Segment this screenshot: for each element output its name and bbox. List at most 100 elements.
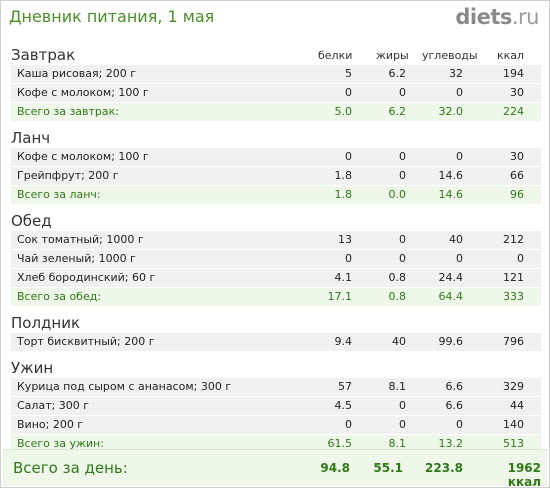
food-row[interactable]: Сок томатный; 1000 г 13 0 40 212 [11,231,541,250]
value-kcal: 329 [503,380,524,393]
value-protein: 1.8 [334,169,353,182]
meal-header: Завтрак белки жиры углеводы ккал [11,45,541,65]
food-name: Хлеб бородинский; 60 г [17,271,156,284]
meal-header: Ужин [11,358,541,378]
value-fat: 0.8 [388,271,407,284]
food-row[interactable]: Чай зеленый; 1000 г 0 0 0 0 [11,250,541,269]
value-carbs: 0 [456,86,463,99]
value-fat: 8.1 [388,380,407,393]
value-carbs: 0 [456,150,463,163]
meal-total-row: Всего за обед: 17.1 0.8 64.4 333 [11,288,541,307]
meal-total-label: Всего за обед: [17,290,102,303]
value-fat: 0 [399,86,406,99]
value-protein: 4.5 [334,399,353,412]
food-name: Кофе с молоком; 100 г [17,86,149,99]
value-kcal: 44 [510,399,524,412]
column-header-kcal: ккал [497,49,525,62]
food-name: Чай зеленый; 1000 г [17,252,136,265]
meal-total-row: Всего за ланч: 1.8 0.0 14.6 96 [11,186,541,205]
food-name: Курица под сыром с ананасом; 300 г [17,380,232,393]
food-row[interactable]: Курица под сыром с ананасом; 300 г 57 8.1 6… [11,378,541,397]
value-kcal: 224 [503,105,524,118]
food-name: Сок томатный; 1000 г [17,233,144,246]
food-row[interactable]: Вино; 200 г 0 0 0 140 [11,416,541,435]
column-header-protein: белки [318,49,353,62]
value-kcal: 212 [503,233,524,246]
value-fat: 8.1 [388,437,407,450]
value-carbs: 32.0 [438,105,464,118]
diary-table: Завтрак белки жиры углеводы ккал Каша рисовая… [11,45,541,460]
meal-name: Ланч [11,129,51,147]
meal-name: Обед [11,212,52,230]
value-fat: 0 [399,150,406,163]
value-kcal: 96 [510,188,524,201]
meal-name: Ужин [11,359,54,377]
value-kcal: 796 [503,335,524,348]
value-protein: 1.8 [334,188,353,201]
food-name: Грейпфрут; 200 г [17,169,119,182]
food-name: Каша рисовая; 200 г [17,67,137,80]
day-total-fat: 55.1 [373,461,403,475]
value-carbs: 32 [449,67,463,80]
food-row[interactable]: Каша рисовая; 200 г 5 6.2 32 194 [11,65,541,84]
meal-total-row: Всего за завтрак: 5.0 6.2 32.0 224 [11,103,541,122]
value-fat: 0 [399,252,406,265]
brand-logo[interactable]: diets.ru [455,5,539,29]
value-protein: 61.5 [327,437,353,450]
value-fat: 0 [399,399,406,412]
food-row[interactable]: Кофе с молоком; 100 г 0 0 0 30 [11,148,541,167]
value-protein: 4.1 [334,271,353,284]
value-carbs: 64.4 [438,290,464,303]
value-fat: 0 [399,169,406,182]
meal-header: Полдник [11,313,541,333]
column-header-fat: жиры [376,49,409,62]
food-row[interactable]: Кофе с молоком; 100 г 0 0 0 30 [11,84,541,103]
value-carbs: 24.4 [438,271,464,284]
value-fat: 0 [399,418,406,431]
value-carbs: 6.6 [445,380,464,393]
meal-header: Ланч [11,128,541,148]
meal-total-label: Всего за завтрак: [17,105,120,118]
value-protein: 0 [345,86,352,99]
value-fat: 6.2 [388,67,407,80]
value-kcal: 140 [503,418,524,431]
value-kcal: 30 [510,150,524,163]
value-kcal: 0 [517,252,524,265]
day-total-carbs: 223.8 [425,461,463,475]
food-name: Вино; 200 г [17,418,84,431]
value-fat: 40 [392,335,406,348]
value-fat: 0.0 [388,188,407,201]
value-carbs: 13.2 [438,437,464,450]
value-protein: 0 [345,252,352,265]
page-title: Дневник питания, 1 мая [9,7,215,26]
value-kcal: 194 [503,67,524,80]
food-row[interactable]: Грейпфрут; 200 г 1.8 0 14.6 66 [11,167,541,186]
header: Дневник питания, 1 мая diets.ru [9,5,541,31]
value-fat: 6.2 [388,105,407,118]
meal-header: Обед [11,211,541,231]
value-protein: 57 [338,380,352,393]
day-total-kcal: 1962 ккал [507,461,541,489]
food-name: Салат; 300 г [17,399,90,412]
day-total-label: Всего за день: [13,459,128,477]
food-row[interactable]: Хлеб бородинский; 60 г 4.1 0.8 24.4 121 [11,269,541,288]
day-total-protein: 94.8 [320,461,350,475]
food-row[interactable]: Салат; 300 г 4.5 0 6.6 44 [11,397,541,416]
value-kcal: 121 [503,271,524,284]
value-carbs: 14.6 [438,188,464,201]
value-carbs: 6.6 [445,399,464,412]
value-protein: 0 [345,418,352,431]
value-protein: 9.4 [334,335,353,348]
food-row[interactable]: Торт бисквитный; 200 г 9.4 40 99.6 796 [11,333,541,352]
value-carbs: 40 [449,233,463,246]
meal-total-label: Всего за ланч: [17,188,101,201]
brand-name: diets [455,5,512,29]
value-protein: 13 [338,233,352,246]
meal-name: Полдник [11,314,81,332]
value-carbs: 0 [456,418,463,431]
value-kcal: 333 [503,290,524,303]
food-name: Торт бисквитный; 200 г [17,335,155,348]
day-total-row: Всего за день: 94.8 55.1 223.8 1962 ккал [3,449,547,489]
value-fat: 0 [399,233,406,246]
